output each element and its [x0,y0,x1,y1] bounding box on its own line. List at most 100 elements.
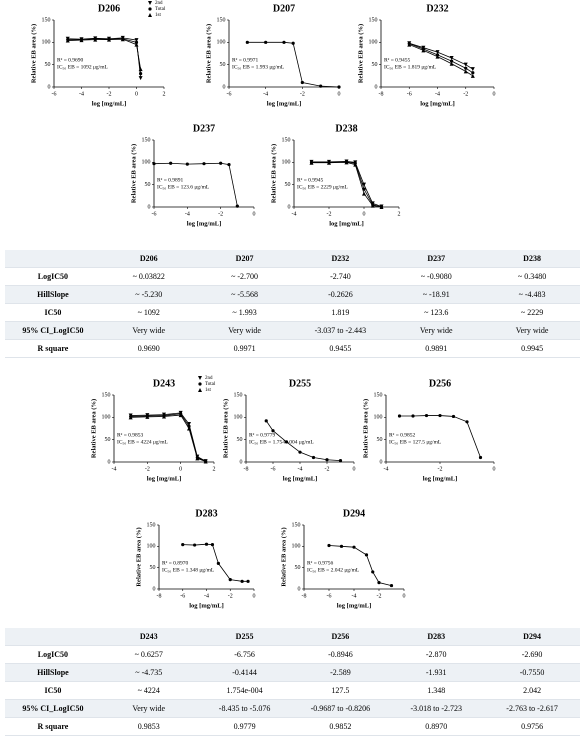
x-tick-label: -2 [228,593,233,599]
table-cell: -2.740 [292,267,389,286]
y-axis-label: Relative EB area (%) [222,399,229,458]
x-tick-label: -2 [327,211,332,217]
annotation: R² = 0.9945 [297,177,324,183]
data-point [139,72,143,76]
x-tick-label: 0 [493,91,496,97]
table-cell: ~ -5.568 [196,285,293,304]
table-cell: -0.9687 to -0.8206 [292,699,389,718]
x-axis-label: log [mg/mL] [337,602,371,609]
fit-line [328,545,392,586]
data-point [187,422,191,427]
table-cell: 0.9756 [484,717,580,736]
data-point [210,543,215,547]
x-tick-label: 2 [398,211,401,217]
data-point [421,48,426,53]
table-cell: ~ -2.700 [196,267,293,286]
table-cell: ~ 1092 [100,303,197,322]
x-tick-label: -8 [379,91,384,97]
table-cell: 2.042 [484,681,580,700]
x-tick-label: -2 [145,466,150,472]
chart-title: D255 [289,378,311,389]
table-cell: Very wide [100,699,197,718]
annotation: IC₅₀ EB = 127.5 μg/mL [389,439,442,445]
y-tick-label: 150 [147,522,156,528]
chart-title: D256 [429,378,451,389]
data-point [291,41,295,45]
y-tick-label: 0 [298,586,301,592]
data-point [128,415,133,420]
fit-line [182,543,249,582]
data-point [338,459,343,463]
data-point [79,38,84,43]
data-point [463,69,468,74]
annotation: R² = 0.9852 [389,432,416,438]
table-row: IC50 ~ 1092 ~ 1.993 1.819 ~ 123.6 ~ 2229 [5,303,580,322]
table-row: 95% CI_LogIC50 Very wide -8.435 to -5.076-… [5,699,580,718]
column-header: D206 [100,250,197,268]
y-tick-label: 50 [372,62,378,68]
data-point [344,160,349,165]
table-cell: ~ 2229 [484,303,580,322]
x-tick-label: 2 [213,466,216,472]
data-point [379,205,384,209]
data-point [228,578,232,582]
row-header: R square [5,339,101,358]
y-axis-label: Relative EB area (%) [135,527,142,586]
legend-label: 2nd [205,376,213,381]
annotation: IC₅₀ EB = 1.819 μg/mL [384,64,437,70]
x-axis-label: log [mg/mL] [283,475,317,482]
x-tick-label: -4 [185,211,190,217]
x-axis-label: log [mg/mL] [189,602,223,609]
x-tick-label: 0 [135,91,138,97]
table-cell: 0.9891 [388,339,485,358]
legend-marker [148,13,152,17]
table-cell: 0.9690 [100,339,197,358]
y-tick-label: 150 [102,392,111,398]
y-axis-label: Relative EB area (%) [205,24,212,83]
data-point [325,458,329,462]
x-tick-label: 0 [179,466,182,472]
row-header: R square [5,717,101,736]
data-point [65,38,70,43]
x-tick-label: -4 [79,91,84,97]
x-tick-label: -6 [180,593,185,599]
x-tick-label: 0 [253,593,256,599]
x-axis-label: log [mg/mL] [420,100,454,107]
table-cell: 0.9779 [196,717,293,736]
column-header: D294 [484,628,580,646]
x-axis-label: log [mg/mL] [329,220,363,227]
data-point [107,37,111,42]
data-point [282,40,286,44]
x-axis-label: log [mg/mL] [187,220,221,227]
column-header: D207 [196,250,293,268]
x-tick-label: -8 [157,593,162,599]
y-axis-label: Relative EB area (%) [30,24,37,83]
x-tick-label: -4 [384,466,389,472]
x-tick-label: -6 [271,466,276,472]
y-tick-label: 50 [285,182,291,188]
x-tick-label: 0 [403,593,406,599]
legend-marker [148,1,152,5]
y-tick-label: 100 [102,415,111,421]
legend-label: Total [155,7,166,12]
data-point [311,455,316,460]
y-tick-label: 0 [108,459,111,465]
x-tick-label: -8 [302,593,307,599]
data-point [397,414,402,418]
annotation: R² = 0.9455 [384,57,411,63]
x-tick-label: -6 [327,593,332,599]
x-tick-label: 0 [363,211,366,217]
x-axis-label: log [mg/mL] [92,100,126,107]
table-cell: 1.348 [388,681,485,700]
x-tick-label: -6 [407,91,412,97]
y-axis-label: Relative EB area (%) [280,527,287,586]
table-row: R square 0.9690 0.9971 0.9455 0.9891 0.9945 [5,339,580,358]
table-cell: -2.870 [388,645,485,664]
table-cell: -8.435 to -5.076 [196,699,293,718]
data-point [353,162,358,167]
data-point [435,54,440,59]
y-tick-label: 100 [282,160,291,166]
table-cell: 0.9455 [292,339,389,358]
y-tick-label: 100 [234,415,243,421]
x-tick-label: -4 [352,593,357,599]
